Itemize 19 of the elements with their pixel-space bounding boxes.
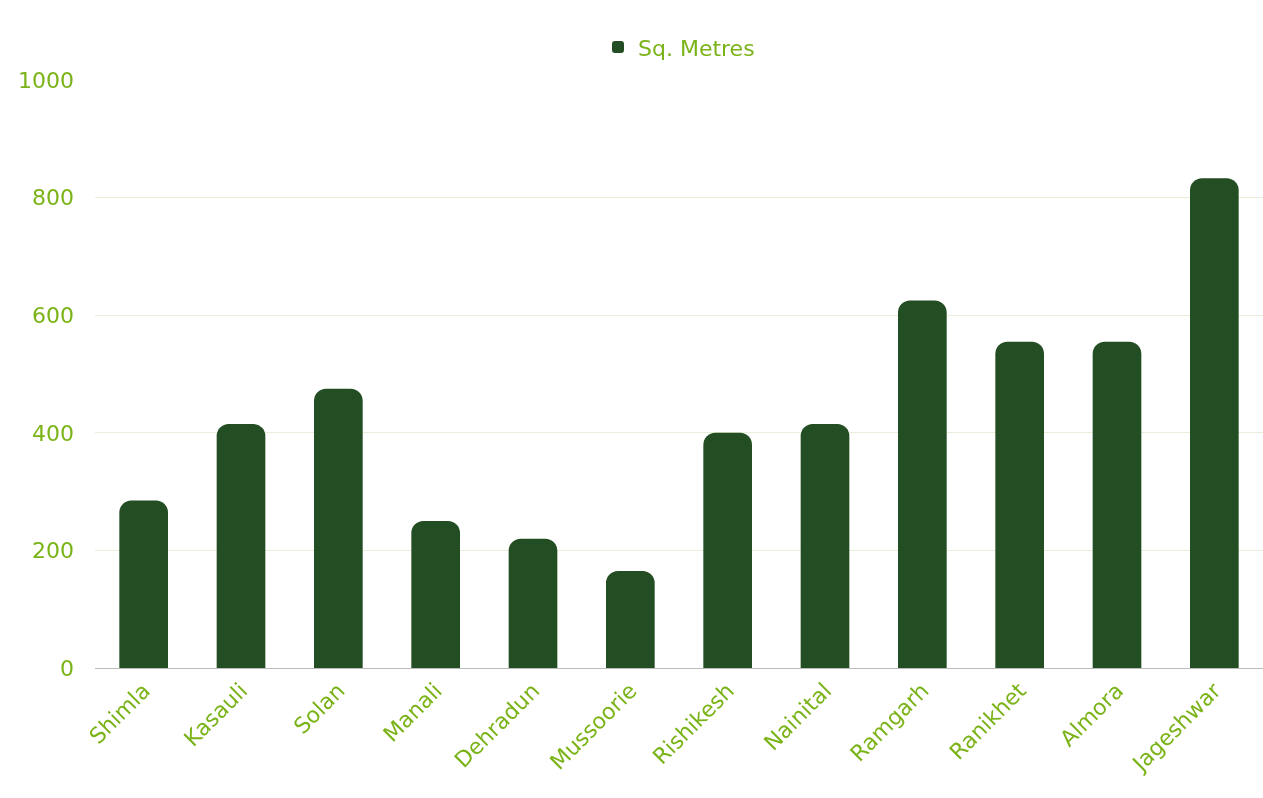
y-tick-label: 400 <box>32 420 74 446</box>
bar <box>508 538 558 668</box>
y-tick-label: 1000 <box>18 67 74 93</box>
bar <box>995 341 1044 668</box>
bar <box>1092 341 1142 668</box>
bar <box>703 432 752 668</box>
legend-label: Sq. Metres <box>638 35 755 61</box>
y-tick-label: 800 <box>32 185 74 211</box>
bar <box>314 388 363 668</box>
y-tick-label: 200 <box>32 538 74 564</box>
y-tick-label: 0 <box>60 655 74 681</box>
bar <box>119 500 168 668</box>
bar <box>800 423 850 668</box>
bar <box>411 521 460 668</box>
bar <box>216 423 266 668</box>
bar <box>898 300 947 668</box>
bar <box>606 570 655 668</box>
bar <box>1190 178 1239 668</box>
y-tick-label: 600 <box>32 302 74 328</box>
